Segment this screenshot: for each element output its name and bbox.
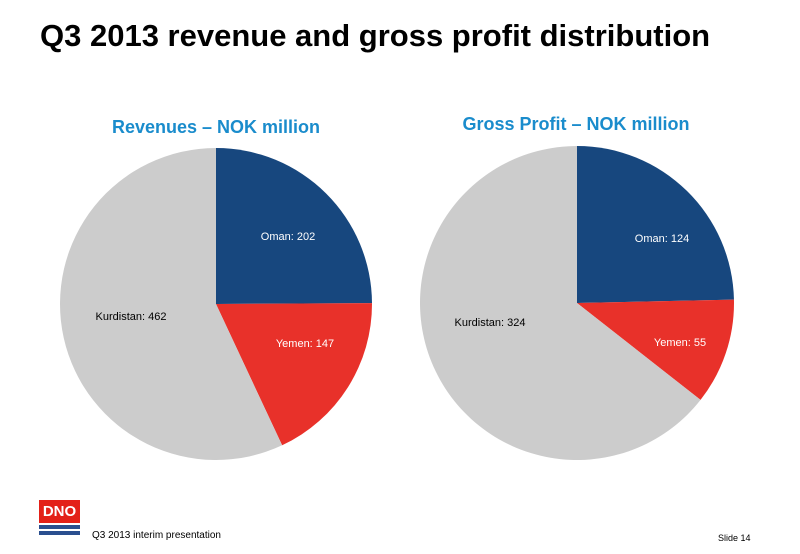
pie-slice-kurdistan bbox=[60, 148, 283, 460]
pie-slice-oman bbox=[577, 146, 734, 303]
pie-slice-yemen bbox=[577, 299, 734, 400]
pie-slice-oman bbox=[216, 148, 372, 304]
slide-number: Slide 14 bbox=[718, 533, 751, 543]
revenue-chart-title: Revenues – NOK million bbox=[112, 117, 320, 137]
slice-label-kurdistan: Kurdistan: 462 bbox=[96, 311, 167, 323]
dno-logo: DNO bbox=[39, 500, 80, 538]
slice-label-oman: Oman: 202 bbox=[261, 231, 315, 243]
slice-label-yemen: Yemen: 147 bbox=[276, 338, 334, 350]
logo-text: DNO bbox=[39, 500, 80, 523]
gross-profit-pie: Oman: 124 Yemen: 55 Kurdistan: 324 bbox=[420, 146, 734, 460]
revenue-pie: Oman: 202 Yemen: 147 Kurdistan: 462 bbox=[60, 148, 373, 460]
gross-profit-chart-title: Gross Profit – NOK million bbox=[462, 114, 689, 134]
slice-label-oman: Oman: 124 bbox=[635, 233, 689, 245]
footer-text: Q3 2013 interim presentation bbox=[92, 530, 221, 541]
slice-label-kurdistan: Kurdistan: 324 bbox=[455, 317, 526, 329]
pie-slice-kurdistan bbox=[420, 146, 701, 460]
slide-title: Q3 2013 revenue and gross profit distrib… bbox=[40, 18, 711, 53]
slice-label-yemen: Yemen: 55 bbox=[654, 337, 706, 349]
pie-slice-yemen bbox=[216, 303, 373, 446]
